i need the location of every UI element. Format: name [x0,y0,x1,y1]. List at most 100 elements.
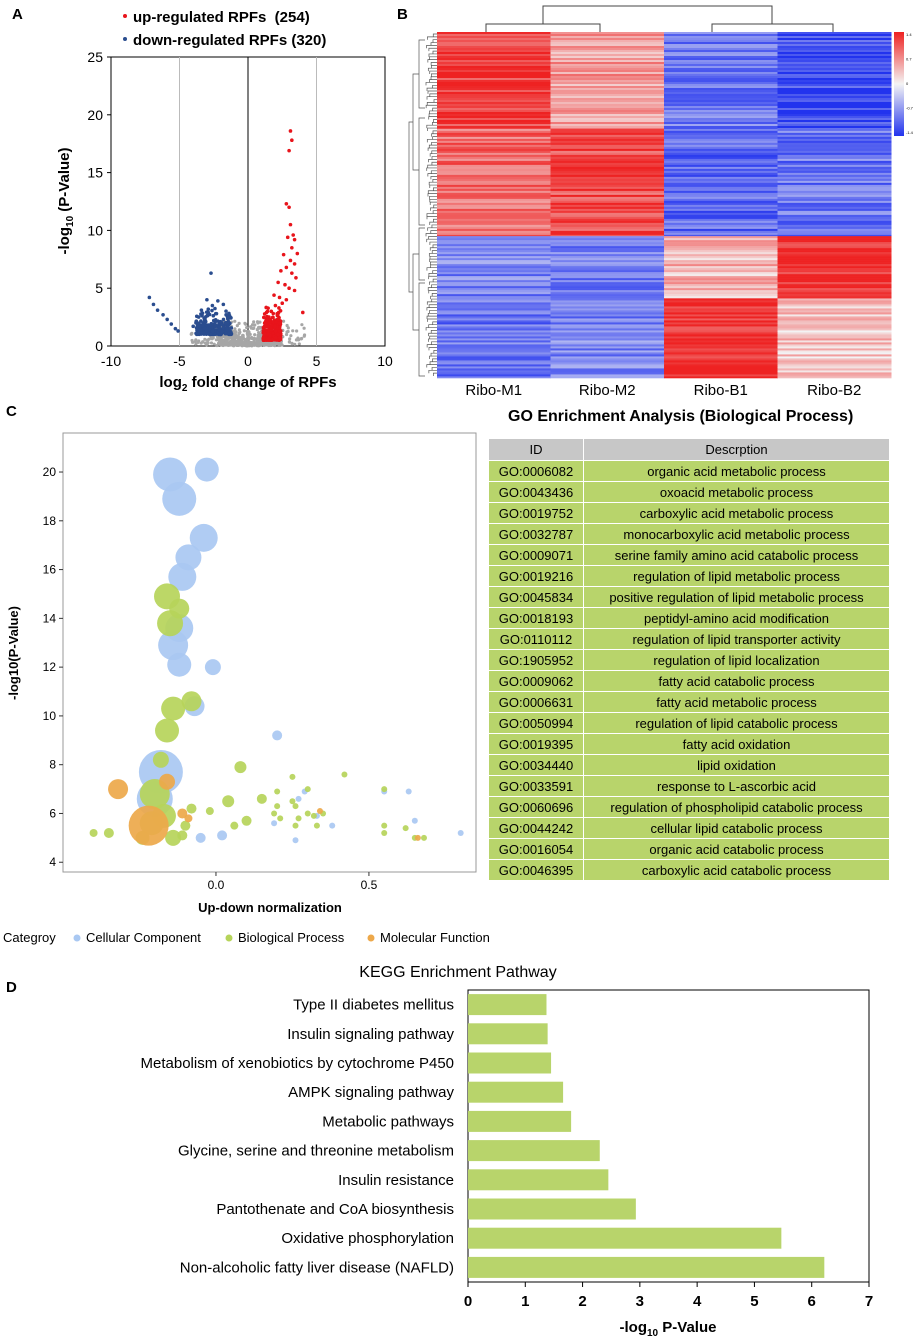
heatmap-cell [664,280,778,283]
row-dendrogram-branch [432,278,437,282]
heatmap-cell [777,62,892,65]
volcano-point-down [198,328,202,332]
row-dendrogram-branch [431,250,437,254]
volcano-point-ns [289,334,293,338]
heatmap-cell [437,72,551,75]
bubble-biological-process [165,829,182,846]
heatmap-cell [550,326,665,329]
row-dendrogram-branch [428,369,437,374]
heatmap-cell [777,184,892,188]
bubble-biological-process [241,815,252,826]
volcano-point-up [266,324,271,329]
heatmap-cell [437,354,551,357]
bubble-biological-process [274,788,281,795]
bubble-biological-process [180,820,191,831]
volcano-point-ns [249,340,253,345]
heatmap-cell [664,52,778,55]
heatmap-cell [777,322,892,325]
heatmap-cell [664,142,778,146]
heatmap-cell [664,216,778,220]
heatmap-cell [437,122,551,125]
heatmap-cell [550,320,665,323]
heatmap-cell [550,348,665,351]
row-dendrogram-branch [427,36,437,40]
volcano-point-up [288,258,293,263]
volcano-point-ns [288,337,292,341]
heatmap-cell [550,96,665,99]
heatmap-cell [437,264,551,267]
volcano-point-up [276,280,280,285]
heatmap-cell [777,366,892,369]
volcano-point-ns [240,344,244,348]
volcano-point-up [290,138,294,143]
go-table-row: GO:0009071 serine family amino acid catab… [488,544,890,566]
volcano-point-up [265,314,269,319]
heatmap-cell [777,182,892,186]
heatmap-cell [777,228,892,232]
heatmap-cell [437,244,551,247]
heatmap-cell [777,60,892,63]
heatmap-cell [550,112,665,115]
heatmap-cell [777,84,892,87]
row-dendrogram-branch [429,153,437,157]
volcano-point-up [287,148,291,153]
heatmap-cell [437,208,551,212]
heatmap-cell [550,126,665,129]
heatmap-cell [550,194,665,198]
bubble-legend-marker [73,934,81,942]
heatmap-cell [777,216,892,220]
heatmap-cell [437,280,551,283]
kegg-bar [468,1227,782,1249]
bubble-biological-process [292,803,299,810]
volcano-point-ns [247,343,251,348]
volcano-point-ns [250,336,254,341]
go-description-cell: cellular lipid catabolic process [583,817,890,839]
heatmap-cell [550,210,665,214]
row-dendrogram-branch [426,124,437,129]
heatmap-cell [664,68,778,71]
heatmap-cell [777,160,892,164]
go-description-cell: lipid oxidation [583,754,890,776]
heatmap-cell [550,208,665,212]
row-dendrogram-branch [428,159,437,163]
heatmap-cell [777,194,892,198]
heatmap-cell [777,66,892,69]
heatmap-cell [664,60,778,63]
heatmap-cell [550,54,665,57]
heatmap-cell [437,222,551,226]
heatmap-cell [437,356,551,359]
heatmap-cell [437,78,551,81]
bubble-molecular-function [184,814,193,823]
volcano-point-ns [250,343,254,348]
heatmap-cell [550,318,665,321]
heatmap-cell [664,296,778,299]
heatmap-cell [437,300,551,303]
heatmap-cell [664,154,778,158]
heatmap-cell [550,228,665,232]
heatmap-cell [550,282,665,285]
heatmap-cell [437,226,551,230]
heatmap-cell [550,148,665,152]
go-description-cell: positive regulation of lipid metabolic p… [583,586,890,608]
bubble-cellular-component [204,659,221,676]
heatmap-cell [550,292,665,295]
row-dendrogram-branch [418,39,425,109]
heatmap-cell [437,330,551,333]
row-dendrogram-branch [430,62,437,66]
volcano-point-down [151,302,156,307]
row-dendrogram-branch [433,218,437,223]
bubble-cellular-component [189,523,218,552]
heatmap-cell [550,44,665,47]
heatmap-cell [777,306,892,309]
heatmap-cell [777,86,892,89]
heatmap-cell [437,202,551,206]
heatmap-cell [550,134,665,138]
heatmap-cell [437,190,551,194]
heatmap-cell [777,334,892,337]
bubble-biological-process [381,822,388,829]
heatmap-cell [664,376,778,379]
volcano-point-down [199,308,204,312]
heatmap-cell [777,34,892,37]
heatmap-cell [664,268,778,271]
row-dendrogram-branch [426,45,437,49]
